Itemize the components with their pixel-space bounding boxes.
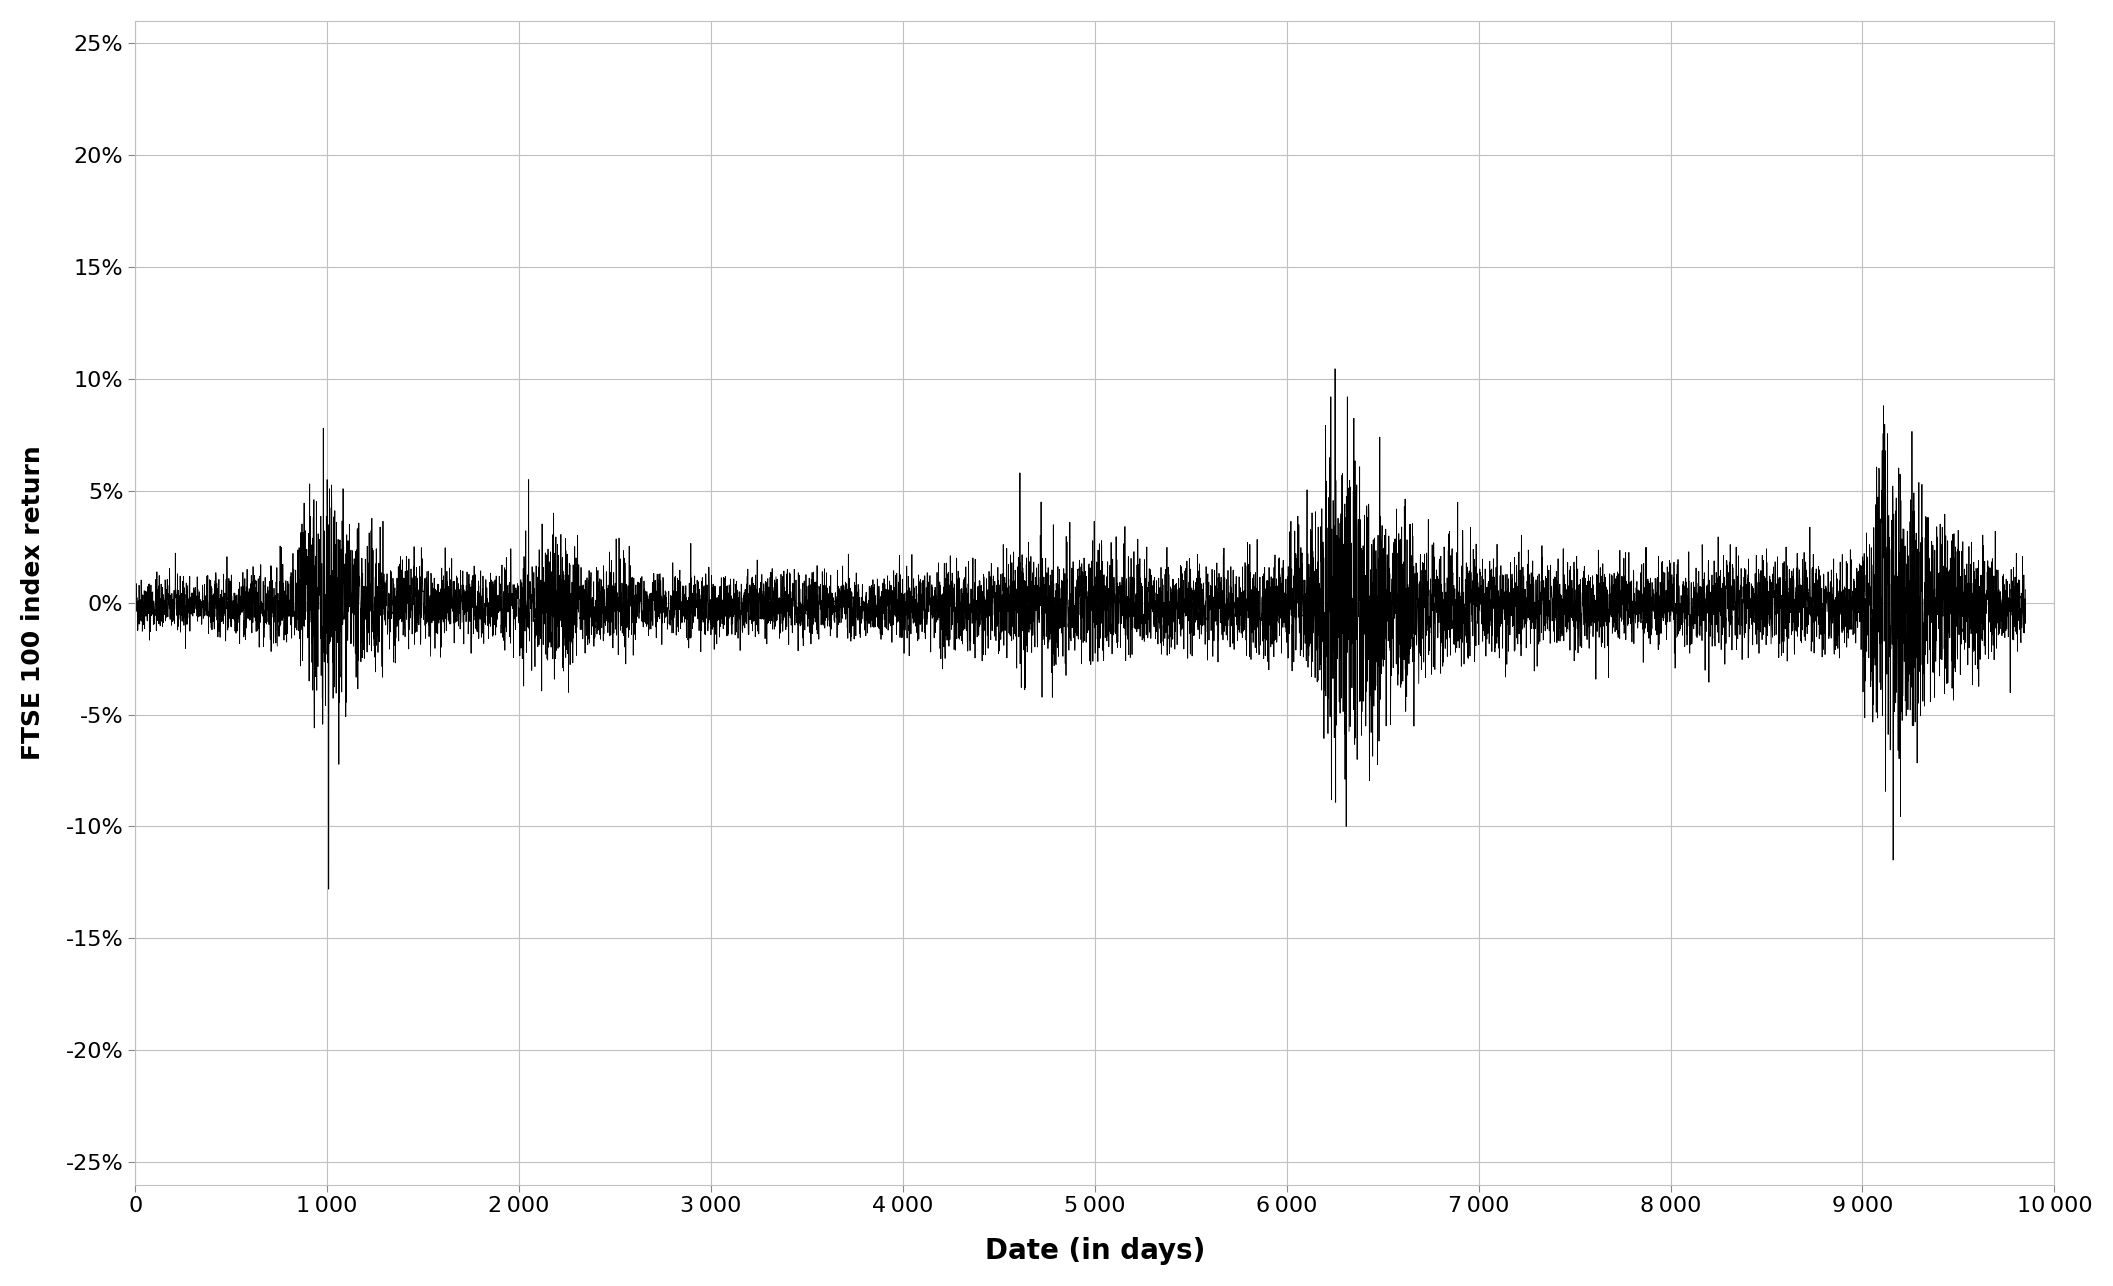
Y-axis label: FTSE 100 index return: FTSE 100 index return bbox=[21, 445, 44, 760]
X-axis label: Date (in days): Date (in days) bbox=[985, 1237, 1204, 1265]
